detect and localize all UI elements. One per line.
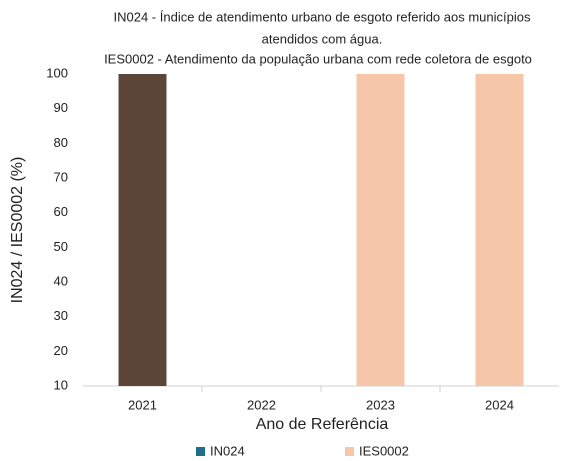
- legend-label: IN024: [210, 443, 245, 458]
- bar: [118, 74, 167, 386]
- y-axis-label: IN024 / IES0002 (%): [9, 157, 26, 304]
- y-tick-label: 100: [46, 65, 68, 80]
- y-tick-label: 10: [54, 377, 68, 392]
- x-tick-label: 2023: [366, 397, 395, 412]
- y-tick-label: 50: [54, 239, 68, 254]
- y-tick-label: 60: [54, 204, 68, 219]
- legend-swatch: [345, 447, 354, 456]
- x-axis-label: Ano de Referência: [256, 416, 389, 433]
- y-tick-label: 90: [54, 100, 68, 115]
- x-tick-label: 2024: [485, 397, 514, 412]
- legend-swatch: [196, 447, 205, 456]
- x-tick-label: 2021: [128, 397, 157, 412]
- chart-title: atendidos com água.: [262, 31, 383, 46]
- y-tick-label: 80: [54, 135, 68, 150]
- y-tick-label: 30: [54, 308, 68, 323]
- legend-label: IES0002: [359, 443, 409, 458]
- chart-title: IN024 - Índice de atendimento urbano de …: [114, 9, 531, 24]
- bar: [356, 74, 405, 386]
- x-tick-label: 2022: [247, 397, 276, 412]
- y-tick-label: 70: [54, 169, 68, 184]
- bar: [475, 74, 524, 386]
- chart-title: IES0002 - Atendimento da população urban…: [104, 51, 532, 66]
- y-tick-label: 40: [54, 273, 68, 288]
- y-tick-label: 20: [54, 343, 68, 358]
